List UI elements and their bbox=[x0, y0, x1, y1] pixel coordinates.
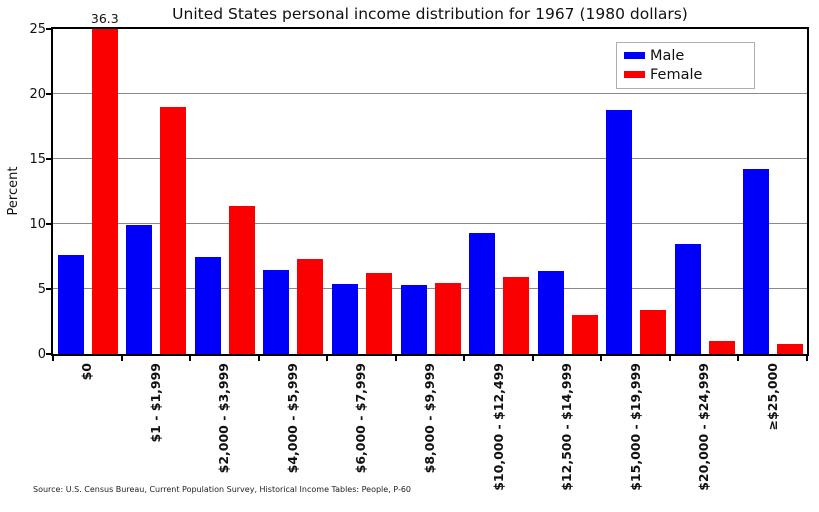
gridline bbox=[53, 158, 807, 159]
x-tick-mark bbox=[737, 356, 740, 361]
y-tick-label: 5 bbox=[37, 281, 46, 297]
y-tick-mark bbox=[46, 223, 51, 225]
y-tick-label: 10 bbox=[29, 216, 46, 232]
bar-female-2 bbox=[228, 205, 255, 354]
bar-male-8 bbox=[606, 109, 633, 354]
legend-item-female: Female bbox=[624, 65, 747, 84]
legend: Male Female bbox=[616, 42, 755, 89]
bar-female-7 bbox=[571, 315, 598, 354]
bar-male-9 bbox=[674, 243, 701, 354]
x-tick-mark bbox=[326, 356, 329, 361]
bar-female-8 bbox=[640, 309, 667, 354]
legend-item-male: Male bbox=[624, 46, 747, 65]
bar-female-0 bbox=[91, 29, 118, 354]
x-tick-label-5: $8,000 - $9,999 bbox=[422, 363, 437, 474]
legend-swatch-female bbox=[624, 71, 645, 78]
y-tick-label: 20 bbox=[29, 86, 46, 102]
x-tick-mark bbox=[394, 356, 397, 361]
y-tick-mark bbox=[46, 353, 51, 355]
bar-male-2 bbox=[194, 256, 221, 354]
bar-male-4 bbox=[331, 283, 358, 354]
bar-male-0 bbox=[57, 255, 84, 354]
x-tick-label-3: $4,000 - $5,999 bbox=[284, 363, 300, 474]
bar-female-5 bbox=[434, 282, 461, 354]
y-axis-label: Percent bbox=[6, 166, 21, 216]
x-tick-mark bbox=[668, 356, 671, 361]
x-tick-label-0: $0 bbox=[79, 363, 95, 381]
y-tick-label: 25 bbox=[29, 21, 46, 37]
bar-male-10 bbox=[743, 169, 770, 354]
bar-female-1 bbox=[160, 107, 187, 354]
x-tick-label-1: $1 - $1,999 bbox=[147, 363, 163, 443]
x-tick-label-10: ≥$25,000 bbox=[764, 363, 780, 431]
y-tick-label: 15 bbox=[29, 151, 46, 167]
x-tick-mark bbox=[806, 356, 808, 361]
x-tick-label-2: $2,000 - $3,999 bbox=[216, 363, 232, 474]
x-tick-mark bbox=[189, 356, 192, 361]
bar-male-3 bbox=[263, 269, 290, 354]
bar-male-1 bbox=[126, 225, 153, 354]
gridline bbox=[53, 93, 807, 94]
legend-swatch-male bbox=[624, 52, 645, 59]
x-tick-mark bbox=[120, 356, 123, 361]
y-tick-mark bbox=[46, 28, 51, 30]
x-tick-mark bbox=[600, 356, 603, 361]
x-tick-mark bbox=[257, 356, 260, 361]
chart-title: United States personal income distributi… bbox=[172, 5, 688, 23]
source-note: Source: U.S. Census Bureau, Current Popu… bbox=[33, 485, 412, 494]
x-tick-label-7: $12,500 - $14,999 bbox=[559, 363, 575, 491]
gridline bbox=[53, 288, 807, 289]
x-tick-label-4: $6,000 - $7,999 bbox=[353, 363, 369, 474]
bar-female-10 bbox=[777, 343, 804, 354]
bar-female-4 bbox=[365, 273, 392, 354]
bar-female-6 bbox=[503, 277, 530, 354]
bar-male-7 bbox=[537, 270, 564, 354]
bar-male-6 bbox=[469, 233, 496, 354]
bar-female-3 bbox=[297, 259, 324, 354]
legend-label: Male bbox=[650, 47, 685, 64]
x-tick-mark bbox=[531, 356, 534, 361]
legend-label: Female bbox=[650, 66, 703, 83]
y-tick-mark bbox=[46, 158, 51, 160]
bar-male-5 bbox=[400, 285, 427, 354]
y-tick-label: 0 bbox=[37, 346, 46, 362]
bar-value-annotation: 36.3 bbox=[90, 11, 119, 26]
x-tick-mark bbox=[463, 356, 466, 361]
x-tick-mark bbox=[52, 356, 54, 361]
y-tick-mark bbox=[46, 288, 51, 290]
bar-female-9 bbox=[708, 341, 735, 354]
x-tick-label-6: $10,000 - $12,499 bbox=[490, 363, 506, 491]
gridline bbox=[53, 223, 807, 224]
x-tick-label-8: $15,000 - $19,999 bbox=[627, 363, 643, 491]
y-tick-mark bbox=[46, 93, 51, 95]
x-tick-label-9: $20,000 - $24,999 bbox=[696, 363, 712, 491]
